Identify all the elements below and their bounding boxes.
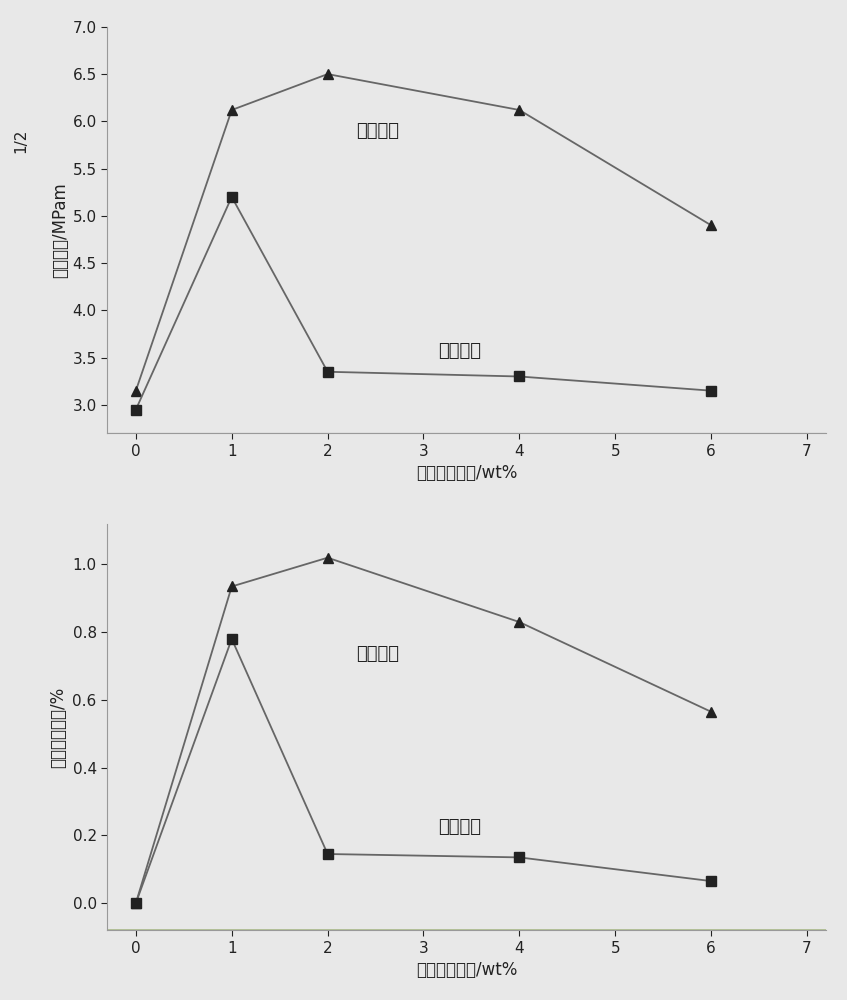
Text: 常压烧结: 常压烧结 bbox=[438, 818, 481, 836]
X-axis label: 碘纳米管含量/wt%: 碘纳米管含量/wt% bbox=[416, 464, 518, 482]
X-axis label: 碘纳米管含量/wt%: 碘纳米管含量/wt% bbox=[416, 961, 518, 979]
Text: 1/2: 1/2 bbox=[14, 128, 28, 153]
Text: 常压烧结: 常压烧结 bbox=[438, 342, 481, 360]
Text: 热压烧结: 热压烧结 bbox=[357, 122, 400, 140]
Y-axis label: 相对断裂韧性/%: 相对断裂韧性/% bbox=[49, 686, 67, 768]
Text: 热压烧结: 热压烧结 bbox=[357, 645, 400, 663]
Y-axis label: 断裂韧性/MPam: 断裂韧性/MPam bbox=[52, 182, 69, 278]
